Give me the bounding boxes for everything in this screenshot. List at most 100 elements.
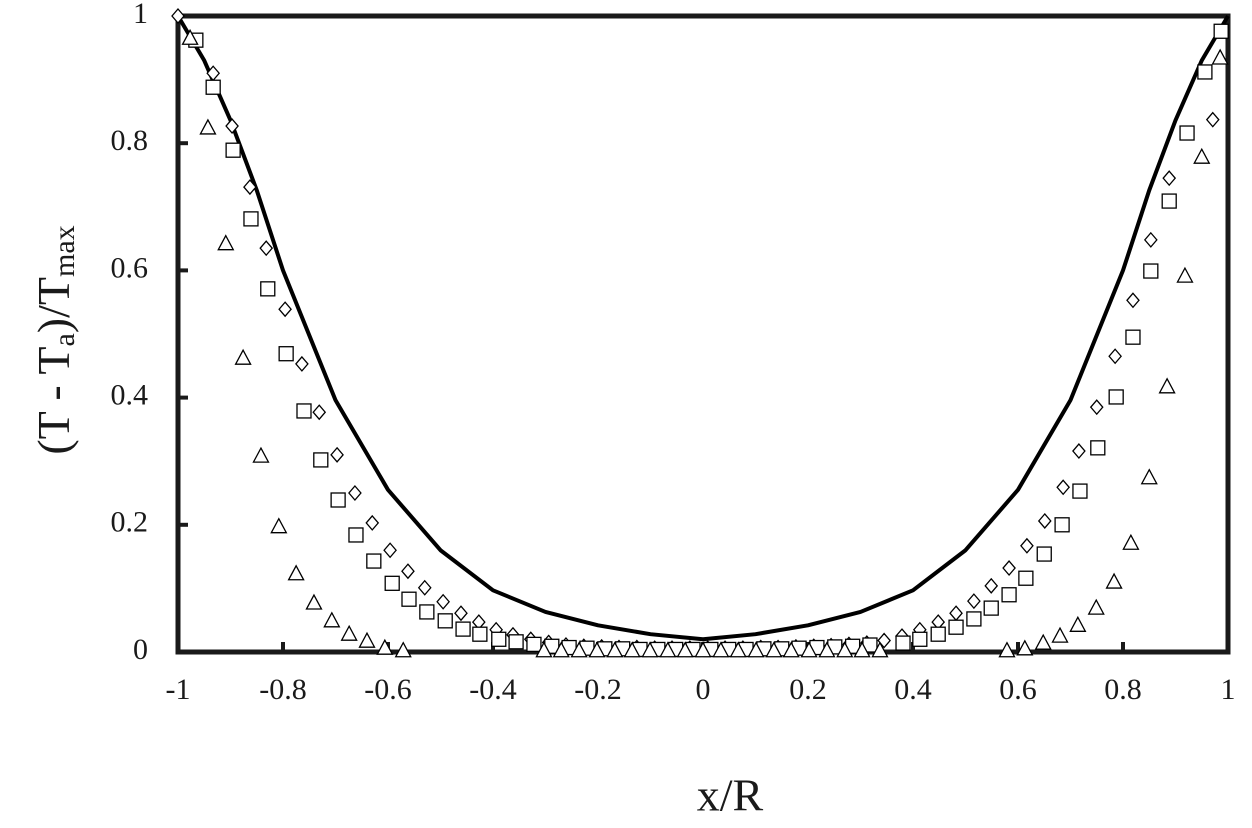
point-diamond (1108, 348, 1122, 365)
point-diamond (348, 485, 362, 501)
point-square (260, 281, 276, 297)
x-tick-label: -0.6 (364, 673, 412, 706)
point-diamond (383, 542, 397, 559)
point-square (366, 553, 382, 569)
point-square (1036, 546, 1052, 562)
point-triangle (641, 641, 659, 658)
point-diamond (454, 605, 468, 622)
point-square (983, 600, 999, 616)
point-square (930, 626, 946, 642)
point-diamond (1002, 560, 1016, 577)
point-diamond (295, 355, 309, 372)
point-diamond (417, 579, 432, 596)
point-diamond (401, 563, 415, 580)
y-tick-label: 0.6 (111, 251, 149, 284)
point-square (1108, 389, 1124, 405)
point-diamond (1037, 512, 1052, 529)
point-triangle (998, 641, 1016, 658)
point-triangle (1105, 572, 1123, 589)
point-square (401, 591, 417, 607)
y-tick-label: 0.8 (111, 124, 149, 157)
x-axis-title: x/R (697, 770, 764, 821)
y-axis-title-part: (T - T (28, 347, 79, 455)
x-tick-label: -1 (166, 673, 191, 706)
point-square (1054, 517, 1070, 533)
point-diamond (436, 593, 450, 610)
x-tick-label: 0.4 (894, 673, 932, 706)
point-triangle (1087, 598, 1105, 615)
point-triangle (782, 641, 800, 658)
point-triangle (1140, 468, 1158, 485)
point-triangle (1051, 626, 1069, 643)
point-triangle (340, 624, 358, 641)
point-diamond (1143, 231, 1158, 248)
point-triangle (1158, 377, 1176, 394)
point-square (455, 621, 471, 637)
point-square (1018, 570, 1034, 586)
point-diamond (1205, 111, 1220, 128)
point-square (1072, 483, 1088, 499)
point-square (278, 346, 294, 362)
point-diamond (171, 8, 185, 24)
point-triangle (199, 118, 217, 135)
point-triangle (535, 641, 553, 658)
point-square (1143, 263, 1159, 279)
point-triangle (729, 641, 747, 658)
point-diamond (312, 404, 327, 421)
point-square (472, 626, 488, 642)
point-square (205, 79, 221, 95)
point-square (313, 452, 329, 468)
point-triangle (1211, 48, 1229, 65)
point-square (1090, 440, 1106, 456)
point-square (508, 634, 524, 650)
point-triangle (1034, 633, 1052, 650)
point-square (1001, 587, 1017, 603)
point-triangle (623, 641, 641, 658)
point-triangle (694, 641, 712, 658)
point-square (526, 636, 542, 653)
y-axis-title-subscript: a (48, 333, 81, 346)
point-triangle (606, 641, 624, 658)
point-triangle (323, 611, 341, 628)
point-triangle (853, 641, 871, 658)
point-triangle (818, 641, 836, 658)
point-diamond (1020, 537, 1034, 554)
point-triangle (871, 641, 889, 658)
y-axis-title-part: )/T (28, 277, 79, 333)
point-diamond (1089, 399, 1104, 416)
y-tick-label: 1 (133, 0, 148, 30)
point-square (330, 492, 346, 508)
point-triangle (765, 641, 783, 658)
x-tick-label: 0.8 (1104, 673, 1142, 706)
point-square (1179, 125, 1195, 141)
point-triangle (836, 641, 854, 658)
point-diamond (1162, 170, 1177, 187)
point-triangle (747, 641, 765, 658)
point-square (966, 611, 982, 627)
x-tick-label: -0.8 (259, 673, 307, 706)
point-diamond (225, 118, 239, 135)
point-triangle (588, 641, 606, 658)
point-square (1125, 329, 1141, 345)
x-tick-label: 0.6 (999, 673, 1037, 706)
point-triangle (376, 638, 394, 655)
point-square (384, 575, 400, 591)
point-square (1161, 193, 1177, 209)
plot-frame (175, 13, 1231, 655)
point-square (912, 631, 928, 647)
x-tick-label: 0.2 (789, 673, 827, 706)
point-triangle (676, 641, 694, 658)
point-triangle (181, 28, 199, 45)
point-square (491, 631, 507, 647)
x-tick-label: 0 (696, 673, 711, 706)
point-triangle (552, 641, 570, 658)
point-triangle (570, 641, 588, 658)
point-square (419, 604, 435, 620)
point-triangle (394, 641, 412, 658)
point-square (895, 635, 911, 651)
point-diamond (365, 514, 380, 531)
y-axis-title: (T - Ta)/Tmax (28, 225, 81, 454)
point-diamond (259, 240, 274, 257)
point-square (1213, 23, 1229, 39)
point-square (1197, 64, 1213, 80)
